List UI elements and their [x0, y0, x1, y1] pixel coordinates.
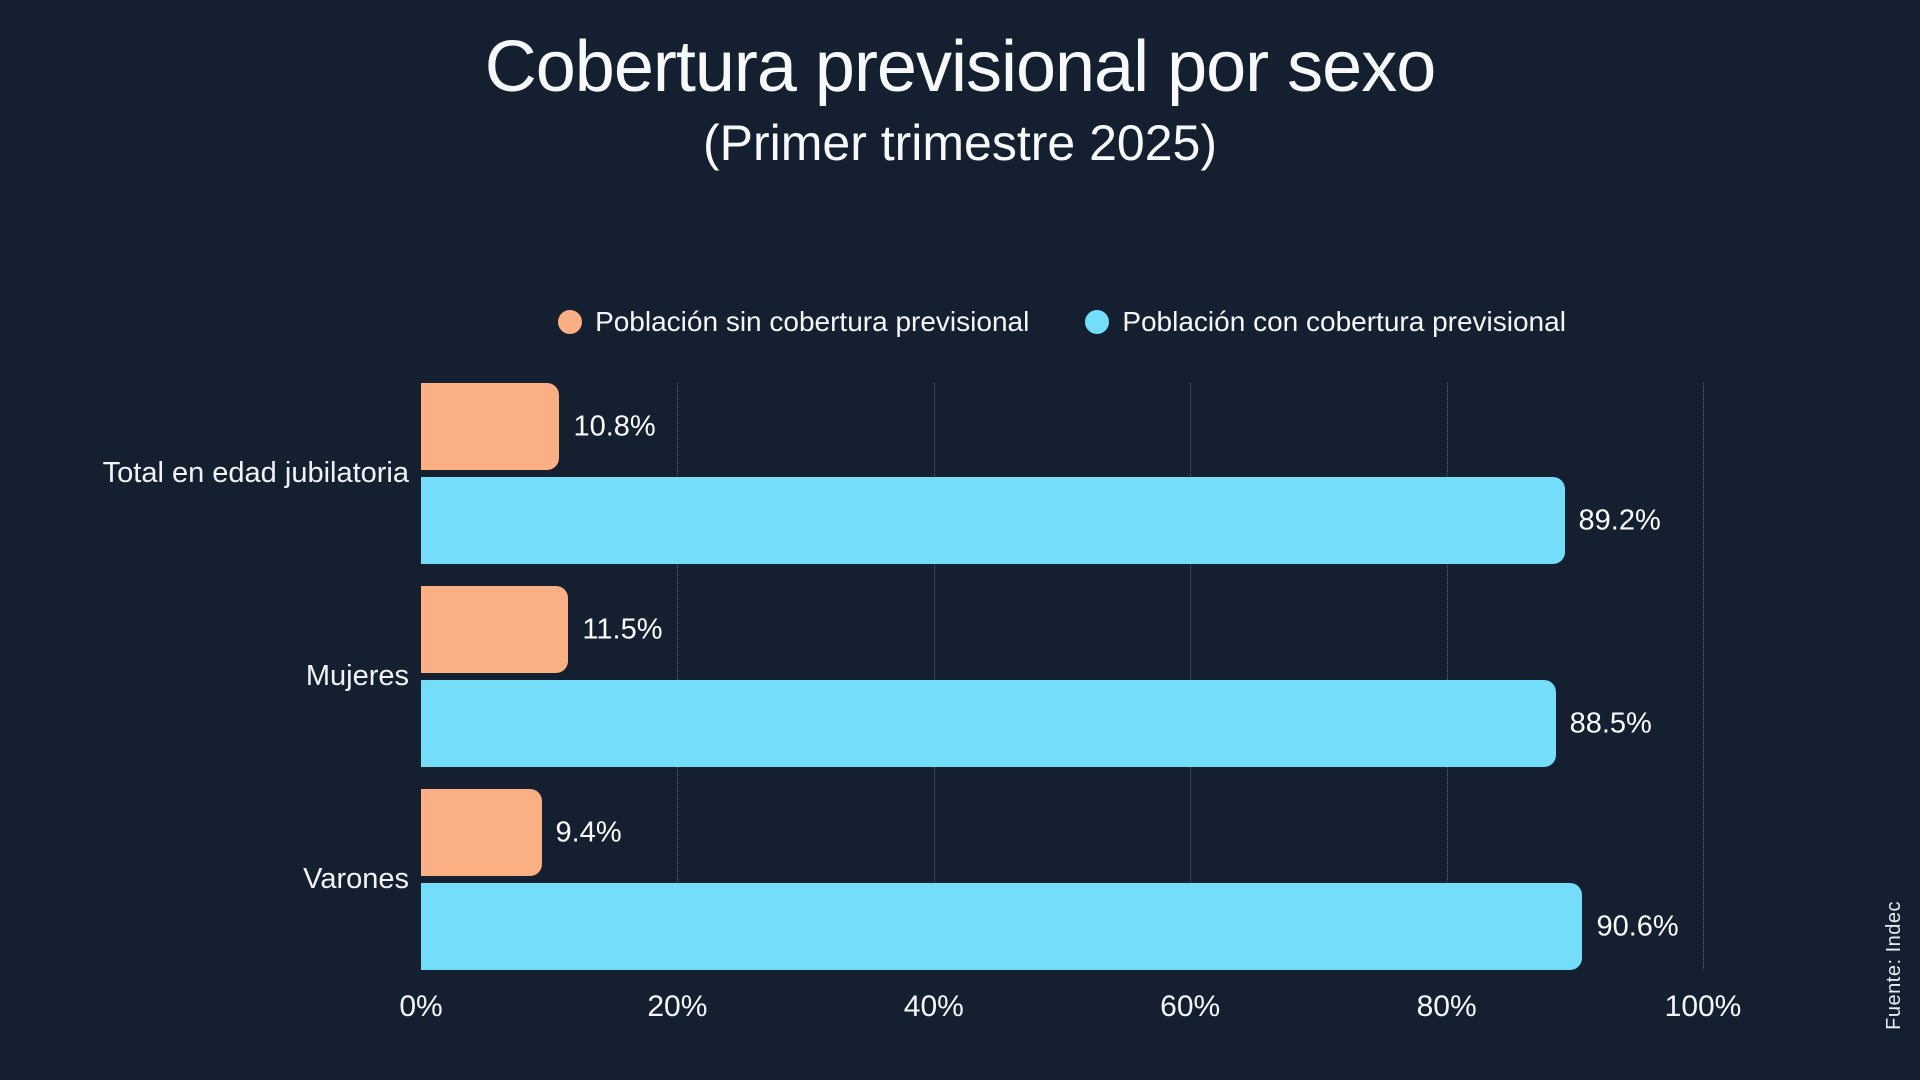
gridline-60 — [1190, 383, 1192, 970]
gridline-40 — [933, 383, 935, 970]
bar-pair: 10.8% 89.2% — [421, 383, 1703, 564]
legend-swatch-icon — [1085, 310, 1110, 334]
bar-group-1: Mujeres 11.5% 88.5% — [0, 586, 1920, 767]
gridline-20 — [677, 383, 679, 970]
bar-series-0-cat-0: 10.8% — [421, 383, 656, 470]
bar-group-2: Varones 9.4% 90.6% — [0, 789, 1920, 970]
bar-value-label: 89.2% — [1578, 504, 1661, 536]
x-tick-60: 60% — [1160, 990, 1221, 1023]
x-tick-100: 100% — [1664, 990, 1742, 1023]
x-axis: 0% 20% 40% 60% 80% 100% — [399, 990, 1741, 1034]
legend-item-label: Población sin cobertura previsional — [595, 306, 1030, 337]
gridline-100 — [1703, 383, 1704, 970]
bar-value-label: 11.5% — [582, 613, 663, 645]
gridline-80 — [1446, 383, 1448, 970]
x-tick-20: 20% — [647, 990, 708, 1023]
source-note: Fuente: Indec — [1883, 901, 1905, 1030]
category-label: Varones — [303, 863, 409, 895]
legend: Población sin cobertura previsional Pobla… — [421, 306, 1703, 338]
category-label: Mujeres — [305, 660, 409, 692]
x-tick-40: 40% — [903, 990, 964, 1023]
bar-value-label: 9.4% — [555, 816, 622, 848]
bar-value-label: 90.6% — [1596, 910, 1679, 942]
bar-value-label: 88.5% — [1569, 707, 1652, 739]
chart-title: Cobertura previsional por sexo — [484, 27, 1437, 107]
bar-value-label: 10.8% — [573, 410, 656, 442]
chart-subtitle: (Primer trimestre 2025) — [703, 115, 1217, 171]
bar-series-0-cat-1: 11.5% — [421, 586, 663, 673]
x-tick-80: 80% — [1416, 990, 1477, 1023]
plot-area: Total en edad jubilatoria 10.8% 89.2% Mujer… — [0, 383, 1920, 1080]
bar-groups: Total en edad jubilatoria 10.8% 89.2% Mujer… — [0, 383, 1920, 970]
bar-pair: 9.4% 90.6% — [421, 789, 1703, 970]
legend-item-label: Población con cobertura previsional — [1122, 306, 1566, 337]
bar-series-1-cat-0: 89.2% — [421, 477, 1661, 564]
bar-group-0: Total en edad jubilatoria 10.8% 89.2% — [0, 383, 1920, 564]
gridlines — [421, 383, 1704, 970]
legend-swatch-icon — [558, 310, 583, 334]
bar-series-1-cat-2: 90.6% — [421, 883, 1679, 970]
legend-item-1: Población con cobertura previsional — [1085, 306, 1566, 338]
x-tick-0: 0% — [399, 990, 443, 1023]
bar-series-1-cat-1: 88.5% — [421, 680, 1652, 767]
category-label: Total en edad jubilatoria — [102, 457, 409, 489]
bar-series-0-cat-2: 9.4% — [421, 789, 622, 876]
legend-item-0: Población sin cobertura previsional — [558, 306, 1029, 338]
bar-pair: 11.5% 88.5% — [421, 586, 1703, 767]
